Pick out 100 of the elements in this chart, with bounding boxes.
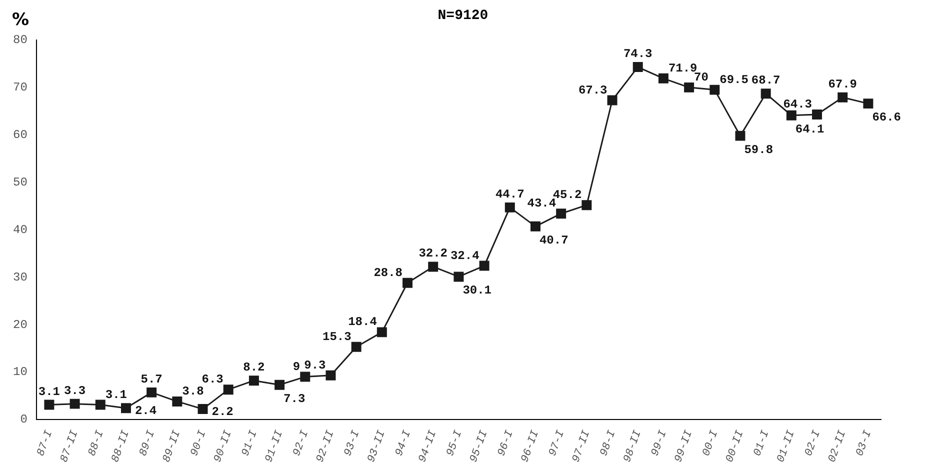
chart-title: N=9120: [438, 8, 488, 24]
x-tick-label: 87-II: [58, 428, 82, 464]
x-tick-label: 89-II: [161, 428, 184, 464]
point: [70, 398, 80, 409]
point: [326, 370, 336, 380]
x-tick-label: 92-II: [314, 428, 338, 464]
x-tick-label: 93-I: [342, 428, 363, 458]
point: [198, 404, 208, 414]
y-tick-label: 20: [12, 318, 28, 332]
data-label: 9: [292, 360, 300, 374]
data-label: 74.3: [623, 47, 652, 62]
x-tick-label: 87-I: [35, 428, 56, 458]
point: [428, 262, 438, 272]
x-tick-label: 99-I: [650, 428, 670, 458]
x-tick-label: 00-I: [700, 428, 722, 458]
x-tick-label: 00-II: [724, 428, 747, 464]
point: [786, 110, 796, 120]
x-tick-label: 90-I: [188, 428, 210, 458]
data-label: 59.8: [744, 142, 774, 157]
point: [760, 88, 771, 99]
data-label: 3.8: [182, 384, 204, 398]
x-tick-label: 91-I: [240, 428, 261, 458]
y-tick-label: 70: [12, 80, 28, 95]
data-label: 7.3: [284, 392, 306, 406]
data-label: 66.6: [872, 110, 902, 125]
x-tick-label: 99-II: [672, 428, 696, 464]
x-tick-label: 95-II: [468, 428, 491, 464]
data-label: 64.1: [795, 122, 824, 136]
point: [172, 396, 182, 406]
data-label: 6.3: [202, 372, 224, 387]
point: [684, 82, 694, 92]
x-tick-label: 97-II: [570, 428, 594, 464]
data-label: 32.4: [450, 248, 480, 263]
data-label: 15.3: [322, 330, 352, 344]
point: [44, 400, 54, 410]
x-tick-label: 01-II: [775, 428, 798, 464]
point: [735, 130, 746, 141]
y-tick-label: 80: [12, 33, 28, 48]
x-tick-label: 88-I: [86, 428, 108, 458]
data-label: 9.3: [304, 358, 326, 372]
point: [274, 380, 285, 390]
x-tick-label: 98-II: [622, 428, 644, 464]
point: [607, 95, 618, 106]
point: [454, 272, 464, 282]
point: [248, 376, 259, 386]
point: [863, 98, 874, 109]
x-tick-label: 91-II: [263, 428, 286, 464]
point: [504, 202, 515, 212]
point: [376, 327, 387, 338]
data-label: 5.7: [140, 372, 162, 386]
point: [146, 387, 157, 398]
point: [556, 208, 566, 219]
x-tick-label: 92-I: [291, 428, 312, 458]
x-tick-label: 96-II: [519, 428, 542, 464]
point: [479, 260, 490, 271]
x-tick-label: 98-I: [598, 428, 619, 458]
point: [402, 278, 413, 288]
point: [582, 200, 592, 210]
point: [95, 400, 106, 410]
x-tick-label: 94-I: [394, 428, 414, 458]
data-label: 3.1: [105, 388, 127, 402]
y-tick-label: 0: [20, 412, 28, 427]
x-tick-label: 88-II: [110, 428, 133, 464]
x-tick-label: 97-I: [547, 428, 568, 458]
data-label: 67.3: [578, 83, 608, 98]
x-tick-label: 03-I: [854, 428, 875, 458]
data-label: 3.1: [38, 384, 60, 399]
y-axis-title: %: [12, 10, 30, 30]
x-tick-label: 02-I: [803, 428, 824, 458]
data-label: 40.7: [539, 233, 568, 248]
y-tick-label: 30: [12, 270, 28, 284]
x-tick-label: 95-I: [444, 428, 466, 458]
data-label: 2.2: [212, 405, 234, 420]
point: [710, 84, 720, 95]
x-tick-label: 90-II: [212, 428, 235, 464]
point: [632, 62, 643, 72]
data-label: 30.1: [462, 284, 492, 298]
data-label: 28.8: [374, 266, 403, 280]
data-label: 43.4: [527, 196, 556, 211]
y-tick-label: 50: [12, 175, 28, 190]
point: [838, 92, 848, 102]
point: [658, 73, 668, 84]
point: [530, 221, 540, 232]
x-tick-label: 01-I: [752, 428, 772, 458]
point: [351, 342, 362, 352]
data-label: 64.3: [783, 97, 812, 112]
data-label: 8.2: [243, 360, 265, 375]
x-tick-label: 94-II: [417, 428, 440, 464]
point: [223, 384, 234, 395]
data-label: 44.7: [495, 187, 524, 202]
x-tick-label: 02-II: [826, 428, 850, 464]
y-tick-label: 40: [12, 222, 28, 237]
point: [300, 372, 310, 382]
point: [120, 403, 131, 414]
y-tick-label: 10: [12, 365, 28, 380]
x-tick-label: 96-I: [496, 428, 517, 458]
x-tick-label: 93-II: [366, 428, 389, 464]
data-label: 68.7: [751, 74, 780, 88]
data-label: 69.5: [720, 72, 748, 87]
data-label: 67.9: [828, 77, 858, 92]
